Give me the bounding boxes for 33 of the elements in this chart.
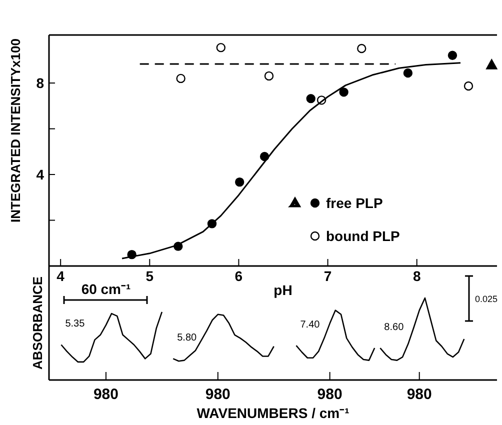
point [486,59,498,70]
annotation: 0.025 [475,294,498,304]
series-label: 5.80 [177,332,198,344]
legend-label: free PLP [326,195,383,211]
x-tick-label: 980 [317,386,342,403]
point [448,50,458,60]
y-axis-title: INTEGRATED INTENSITYx100 [8,38,23,222]
point [403,68,413,78]
x-tick-label: 6 [234,268,243,284]
point [235,177,244,187]
point [464,81,474,91]
series-label: 7.40 [300,320,320,331]
x-tick-label: 8 [412,268,421,284]
text: 60 cm⁻¹ [81,281,132,297]
x-tick-label: 980 [205,386,230,403]
x-tick-label: 980 [93,386,118,403]
point [306,94,316,104]
y-axis-title: ABSORBANCE [30,276,45,370]
x-axis-title: WAVENUMBERS / cm⁻¹ [196,405,350,421]
line-series [121,62,462,260]
point [264,71,274,81]
x-axis-title: pH [274,282,292,298]
x-tick-label: 7 [324,268,332,284]
series-label: 8.60 [384,322,404,334]
point [216,42,226,52]
point [176,74,186,84]
x-tick-label: 4 [56,268,65,284]
series-label: 5.35 [65,318,86,330]
x-tick-label: 5 [146,268,154,284]
point [357,44,366,54]
point [339,88,348,97]
legend-label: bound PLP [326,228,400,244]
x-tick-label: 980 [406,386,432,403]
